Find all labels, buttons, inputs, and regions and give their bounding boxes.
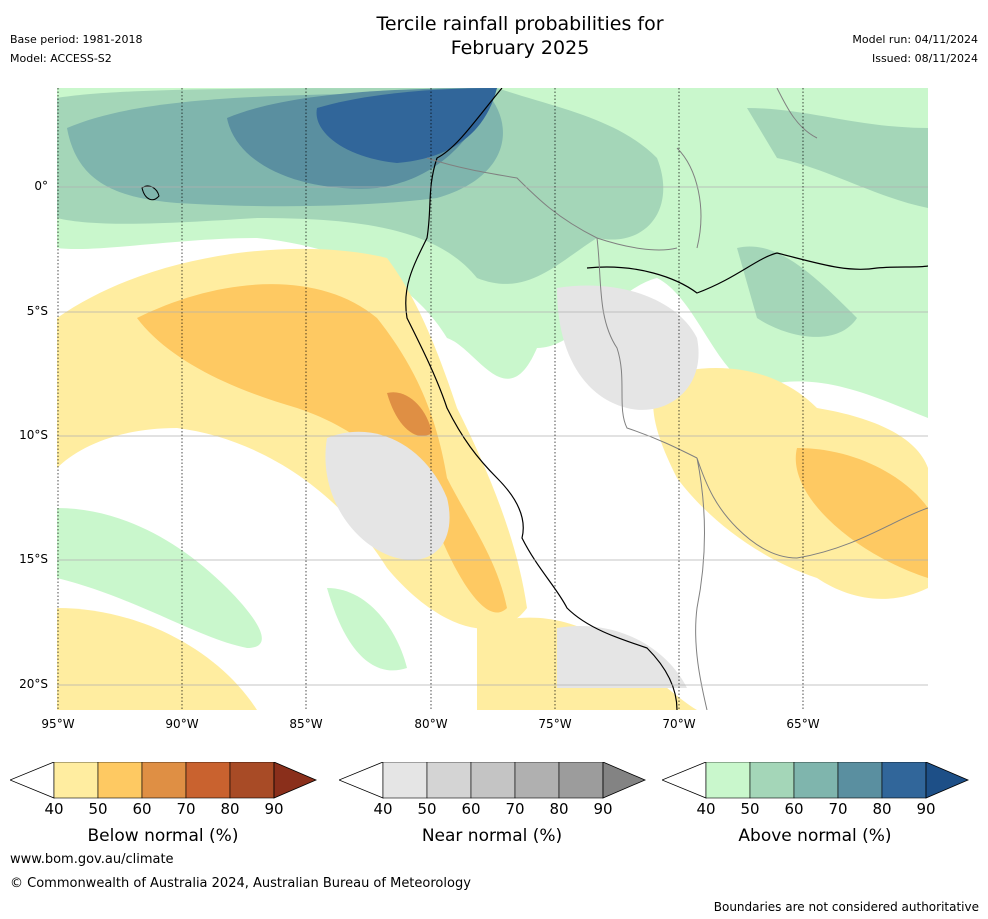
above-tick-40: 40	[696, 800, 716, 818]
near-tick-80: 80	[549, 800, 569, 818]
legend-near-normal: 40 50 60 70 80 90 Near normal (%)	[337, 761, 649, 846]
near-normal-region-2	[557, 285, 699, 410]
below-tick-60: 60	[132, 800, 152, 818]
below-tick-70: 70	[176, 800, 196, 818]
coastline	[405, 88, 678, 710]
lon-label-65w: 65°W	[786, 717, 820, 731]
above-normal-southwest	[57, 508, 262, 648]
legend-above-normal: 40 50 60 70 80 90 Above normal (%)	[660, 761, 972, 846]
boundaries-note: Boundaries are not considered authoritat…	[713, 900, 979, 914]
near-normal-region-3	[557, 626, 687, 688]
below-tick-50: 50	[88, 800, 108, 818]
above-normal-title: Above normal (%)	[738, 826, 892, 846]
lat-label-20s: 20°S	[19, 677, 48, 691]
below-tick-80: 80	[220, 800, 240, 818]
title-line-1: Tercile rainfall probabilities for	[376, 13, 664, 35]
above-tick-80: 80	[872, 800, 892, 818]
near-normal-colorbar	[337, 761, 647, 799]
lon-label-70w: 70°W	[662, 717, 696, 731]
above-tick-90: 90	[916, 800, 936, 818]
country-borders	[426, 88, 928, 710]
near-normal-region	[325, 431, 450, 560]
below-tick-90: 90	[264, 800, 284, 818]
above-normal-east	[747, 108, 928, 208]
below-normal-colorbar	[8, 761, 318, 799]
map-title: Tercile rainfall probabilities for Febru…	[320, 12, 720, 60]
issued-text: Issued: 08/11/2024	[871, 52, 978, 65]
near-normal-title: Near normal (%)	[421, 826, 563, 846]
above-tick-50: 50	[740, 800, 760, 818]
lon-label-90w: 90°W	[165, 717, 199, 731]
near-tick-50: 50	[417, 800, 437, 818]
galapagos-islands	[141, 185, 160, 201]
amazon-river	[586, 252, 928, 294]
near-tick-40: 40	[373, 800, 393, 818]
lon-label-85w: 85°W	[289, 717, 323, 731]
lat-label-0: 0°	[34, 179, 48, 193]
lat-label-10s: 10°S	[19, 428, 48, 442]
lat-label-5s: 5°S	[26, 304, 48, 318]
lon-label-95w: 95°W	[41, 717, 75, 731]
below-tick-40: 40	[44, 800, 64, 818]
above-tick-60: 60	[784, 800, 804, 818]
below-normal-title: Below normal (%)	[87, 826, 239, 846]
base-period-text: Base period: 1981-2018	[10, 33, 143, 46]
near-tick-70: 70	[505, 800, 525, 818]
title-line-2: February 2025	[450, 37, 590, 59]
lon-label-75w: 75°W	[538, 717, 572, 731]
above-normal-colorbar	[660, 761, 970, 799]
near-tick-60: 60	[461, 800, 481, 818]
model-run-text: Model run: 04/11/2024	[852, 33, 978, 46]
above-normal-region-80	[316, 88, 497, 163]
probability-map	[57, 88, 928, 710]
above-normal-east-2	[737, 246, 857, 337]
lat-label-15s: 15°S	[19, 552, 48, 566]
below-normal-region-60	[137, 284, 507, 613]
below-normal-region-70	[387, 392, 432, 437]
lon-label-80w: 80°W	[414, 717, 448, 731]
legend-below-normal: 40 50 60 70 80 90 Below normal (%)	[8, 761, 320, 846]
model-text: Model: ACCESS-S2	[10, 52, 112, 65]
below-normal-east-60	[795, 448, 928, 578]
below-normal-south	[57, 608, 257, 710]
above-normal-southwest-2	[327, 588, 407, 671]
above-tick-70: 70	[828, 800, 848, 818]
near-tick-90: 90	[593, 800, 613, 818]
copyright-text: © Commonwealth of Australia 2024, Austra…	[10, 876, 471, 891]
website-url: www.bom.gov.au/climate	[10, 852, 174, 867]
